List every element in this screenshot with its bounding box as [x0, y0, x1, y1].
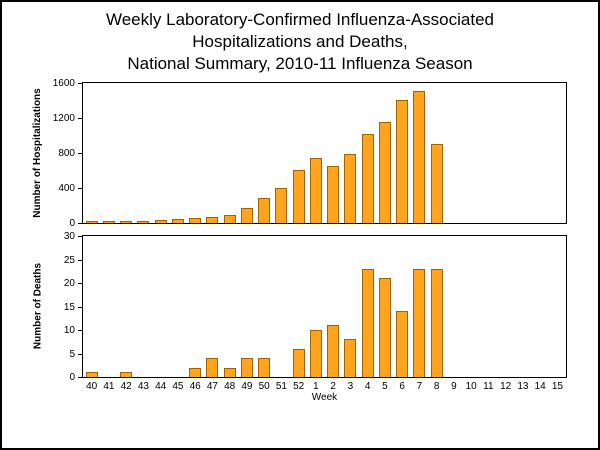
x-tick-label-week-43: 43 — [137, 381, 149, 392]
x-tick-label-week-48: 48 — [224, 381, 236, 392]
x-tick-label-week-40: 40 — [86, 381, 98, 392]
chart-title-line2: Hospitalizations and Deaths, — [192, 32, 408, 52]
chart-title: Weekly Laboratory-Confirmed Influenza-As… — [2, 9, 598, 75]
bar-week-6 — [396, 100, 409, 223]
y-axis-tick — [78, 377, 82, 378]
x-tick-label-week-9: 9 — [451, 381, 457, 392]
bar-week-52 — [292, 170, 305, 223]
x-tick-label-week-49: 49 — [241, 381, 253, 392]
y-axis-tick — [78, 354, 82, 355]
bar-week-51 — [275, 188, 288, 223]
x-tick-label-week-14: 14 — [534, 381, 546, 392]
bar-week-3 — [344, 154, 357, 223]
bar-week-6 — [396, 311, 409, 377]
x-tick-label-week-45: 45 — [172, 381, 184, 392]
bar-week-1 — [309, 158, 322, 223]
x-tick-label-week-3: 3 — [347, 381, 354, 392]
bar-week-45 — [171, 219, 184, 223]
bar-week-4 — [361, 269, 374, 377]
y-axis-tick — [78, 307, 82, 308]
y-axis-tick — [78, 223, 82, 224]
deaths-plot — [82, 235, 567, 378]
x-tick-label-week-15: 15 — [551, 381, 563, 392]
x-tick-label-week-47: 47 — [206, 381, 218, 392]
bar-week-40 — [85, 372, 98, 377]
y-axis-tick — [78, 236, 82, 237]
y-tick-label: 5 — [69, 349, 75, 360]
bar-week-49 — [240, 358, 253, 377]
y-axis-tick — [78, 83, 82, 84]
x-tick-label-week-6: 6 — [399, 381, 405, 392]
x-tick-label-week-8: 8 — [433, 381, 440, 392]
y-tick-label: 25 — [63, 255, 75, 266]
x-tick-label-week-51: 51 — [275, 381, 287, 392]
bar-week-8 — [430, 269, 443, 377]
y-axis-tick — [78, 118, 82, 119]
bar-week-42 — [120, 221, 133, 223]
x-tick-label-week-5: 5 — [382, 381, 388, 392]
x-tick-label-week-50: 50 — [258, 381, 270, 392]
y-tick-label: 0 — [69, 218, 75, 229]
bar-week-43 — [137, 221, 150, 223]
bar-week-50 — [258, 358, 271, 377]
y-axis-tick — [78, 283, 82, 284]
x-tick-label-week-12: 12 — [500, 381, 512, 392]
bar-week-2 — [327, 166, 340, 223]
bar-week-47 — [206, 217, 219, 223]
y-axis-tick — [78, 153, 82, 154]
bar-week-48 — [223, 368, 236, 377]
bar-week-46 — [189, 368, 202, 377]
x-tick-label-week-46: 46 — [189, 381, 201, 392]
y-axis-tick — [78, 188, 82, 189]
x-tick-label-week-4: 4 — [364, 381, 371, 392]
y-axis-tick — [78, 330, 82, 331]
x-tick-label-week-1: 1 — [313, 381, 319, 392]
y-tick-label: 0 — [69, 372, 75, 383]
y-tick-label: 15 — [63, 302, 75, 313]
bar-week-41 — [102, 221, 115, 223]
y-tick-label: 10 — [63, 325, 75, 336]
hospitalizations-plot — [82, 82, 567, 224]
bar-week-7 — [413, 269, 426, 377]
bar-week-7 — [413, 91, 426, 223]
y-tick-label: 400 — [58, 183, 75, 194]
bar-week-46 — [189, 218, 202, 223]
bar-week-3 — [344, 339, 357, 377]
deaths-axis-label: Number of Deaths — [32, 262, 44, 350]
x-tick-label-week-11: 11 — [483, 381, 494, 392]
y-tick-label: 20 — [63, 278, 75, 289]
bar-week-52 — [292, 349, 305, 377]
y-tick-label: 1600 — [52, 78, 75, 89]
y-tick-label: 800 — [58, 148, 75, 159]
bar-week-4 — [361, 134, 374, 223]
week-axis-label: Week — [311, 392, 338, 403]
bar-week-47 — [206, 358, 219, 377]
bar-week-48 — [223, 215, 236, 223]
bar-week-5 — [378, 278, 391, 377]
x-tick-label-week-52: 52 — [293, 381, 305, 392]
bar-week-5 — [378, 122, 391, 223]
x-tick-label-week-44: 44 — [155, 381, 167, 392]
x-tick-label-week-42: 42 — [120, 381, 132, 392]
bar-week-49 — [240, 208, 253, 223]
x-tick-label-week-41: 41 — [103, 381, 115, 392]
hospitalizations-axis-label: Number of Hospitalizations — [32, 88, 43, 218]
chart-title-line1: Weekly Laboratory-Confirmed Influenza-As… — [105, 10, 495, 29]
bar-week-40 — [85, 221, 98, 223]
bar-week-50 — [258, 198, 271, 223]
chart-title-line3: National Summary, 2010-11 Influenza Seas… — [127, 54, 473, 74]
x-tick-label-week-7: 7 — [416, 381, 423, 392]
bar-week-42 — [120, 372, 133, 377]
x-tick-label-week-10: 10 — [465, 381, 477, 392]
y-tick-label: 30 — [63, 231, 75, 242]
x-tick-label-week-13: 13 — [517, 381, 529, 392]
y-axis-tick — [78, 260, 82, 261]
bar-week-2 — [327, 325, 340, 377]
bar-week-1 — [309, 330, 322, 377]
bar-week-44 — [154, 220, 167, 223]
bar-week-8 — [430, 144, 443, 223]
x-tick-label-week-2: 2 — [330, 381, 336, 392]
y-tick-label: 1200 — [52, 113, 75, 124]
